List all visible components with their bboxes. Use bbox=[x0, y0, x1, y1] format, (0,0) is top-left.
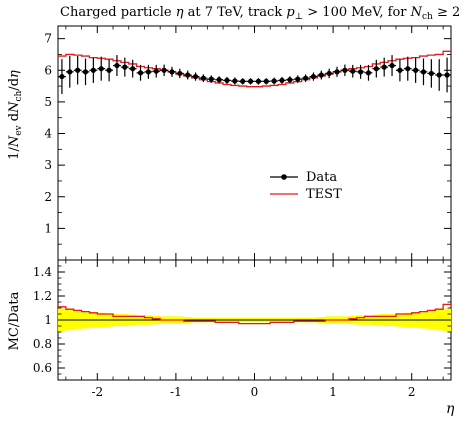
data-point bbox=[161, 67, 167, 73]
data-point bbox=[130, 66, 136, 72]
data-point bbox=[185, 72, 191, 78]
data-point bbox=[397, 67, 403, 73]
data-point bbox=[342, 67, 348, 73]
main-y-tick-label: 1 bbox=[44, 221, 52, 235]
data-point bbox=[428, 70, 434, 77]
legend-data-marker bbox=[281, 174, 287, 180]
ratio-test-line bbox=[58, 303, 451, 325]
data-point bbox=[224, 77, 230, 83]
main-y-tick-label: 3 bbox=[44, 158, 52, 172]
x-tick-label: 0 bbox=[251, 385, 259, 399]
data-point bbox=[295, 76, 301, 82]
data-point bbox=[381, 64, 387, 70]
data-point bbox=[114, 62, 120, 69]
data-point bbox=[358, 69, 364, 75]
data-point bbox=[67, 69, 73, 75]
chart-title: Charged particle η at 7 TeV, track p⊥ > … bbox=[60, 5, 460, 22]
ratio-panel: 0.6 0.8 1 1.2 1.4 -2 -1 0 1 2 MC/Data η bbox=[7, 259, 455, 417]
data-point bbox=[373, 66, 379, 72]
data-point bbox=[200, 75, 207, 81]
data-point bbox=[302, 75, 309, 81]
data-point bbox=[444, 72, 450, 78]
ratio-y-tick-label: 0.8 bbox=[33, 337, 52, 351]
x-tick-label: -2 bbox=[91, 385, 103, 399]
x-tick-label: 1 bbox=[329, 385, 337, 399]
data-point bbox=[365, 70, 372, 76]
data-point bbox=[90, 67, 96, 73]
data-point bbox=[326, 70, 332, 77]
data-point bbox=[334, 69, 340, 75]
data-point bbox=[350, 68, 356, 74]
data-point bbox=[216, 77, 222, 83]
data-point bbox=[98, 66, 104, 72]
x-tick-label: -1 bbox=[170, 385, 182, 399]
data-point bbox=[405, 66, 411, 72]
data-point bbox=[192, 73, 199, 80]
legend-data-label: Data bbox=[306, 170, 337, 185]
data-point bbox=[436, 72, 442, 78]
legend-test-label: TEST bbox=[306, 187, 342, 202]
data-point bbox=[75, 67, 81, 73]
ratio-y-tick-label: 1 bbox=[44, 313, 52, 327]
legend: Data TEST bbox=[270, 170, 342, 202]
main-panel: 1 2 3 4 5 6 7 1/Nev dNch/dη Data TEST bbox=[7, 25, 452, 261]
x-tick-label: 2 bbox=[408, 385, 416, 399]
data-point bbox=[389, 62, 395, 69]
data-point bbox=[208, 76, 214, 82]
data-point bbox=[122, 64, 128, 70]
ratio-y-tick-label: 1.4 bbox=[33, 265, 52, 279]
main-y-tick-label: 2 bbox=[44, 190, 52, 204]
data-point bbox=[247, 78, 254, 84]
data-point bbox=[59, 73, 65, 80]
data-point bbox=[271, 78, 277, 84]
data-point bbox=[318, 72, 324, 78]
data-point bbox=[287, 77, 293, 83]
data-point bbox=[106, 67, 112, 73]
main-y-tick-label: 7 bbox=[44, 32, 52, 46]
data-point bbox=[263, 78, 269, 84]
data-point bbox=[169, 69, 175, 75]
ratio-ylabel: MC/Data bbox=[7, 291, 22, 350]
data-point bbox=[310, 73, 317, 80]
data-point bbox=[255, 78, 262, 84]
data-point bbox=[279, 77, 285, 83]
main-y-tick-label: 4 bbox=[44, 127, 52, 141]
main-y-tick-label: 5 bbox=[44, 95, 52, 109]
test-mc-line bbox=[58, 50, 451, 88]
ratio-y-tick-label: 0.6 bbox=[33, 361, 52, 375]
data-point bbox=[145, 69, 151, 75]
data-point bbox=[420, 69, 427, 75]
x-axis-label: η bbox=[446, 401, 455, 417]
data-point bbox=[177, 70, 183, 77]
ratio-y-tick-label: 1.2 bbox=[33, 289, 52, 303]
main-ylabel: 1/Nev dNch/dη bbox=[7, 70, 24, 160]
data-point bbox=[153, 68, 159, 74]
main-y-tick-label: 6 bbox=[44, 63, 52, 77]
data-point bbox=[82, 69, 89, 75]
data-point bbox=[413, 67, 419, 73]
data-point bbox=[240, 78, 246, 84]
data-point bbox=[232, 78, 238, 84]
data-point bbox=[137, 70, 144, 76]
